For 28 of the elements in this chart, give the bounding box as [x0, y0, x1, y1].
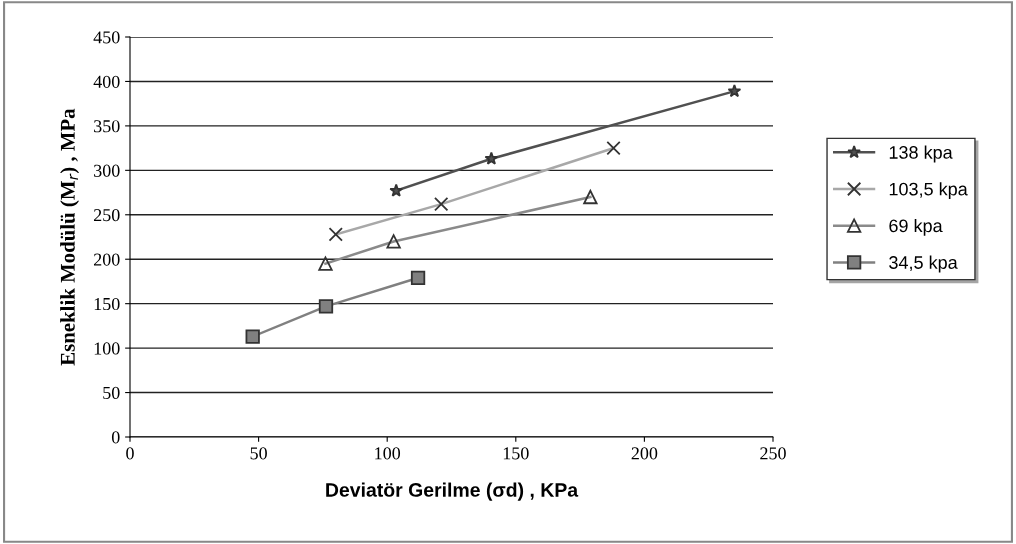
x-tick-label: 100: [375, 447, 401, 460]
y-tick-label: 50: [103, 386, 120, 399]
x-tick-label: 50: [250, 447, 267, 460]
point: [727, 84, 742, 98]
point: [318, 299, 334, 314]
legend-label: 138 kpa: [889, 145, 953, 163]
y-tick-label: 0: [111, 431, 120, 444]
point: [245, 329, 260, 344]
legend-label: 103,5 kpa: [889, 182, 968, 200]
y-tick-label: 400: [93, 75, 120, 88]
y-tick-label: 450: [93, 31, 120, 44]
x-tick-label: 250: [760, 447, 786, 460]
point: [410, 270, 426, 286]
point: [389, 183, 404, 197]
point: [484, 151, 499, 165]
x-axis-title: Deviatör Gerilme (σd) , KPa: [326, 482, 579, 501]
y-tick-label: 350: [94, 120, 120, 133]
x-tick-label: 200: [631, 447, 658, 460]
y-tick-label: 150: [94, 297, 120, 311]
y-axis-title: Esneklik Modülü (M$_{r}$) , MPa: [60, 108, 80, 366]
legend-label: 69 kpa: [889, 218, 943, 236]
x-tick-label: 0: [126, 447, 134, 460]
x-tick-label: 150: [503, 447, 529, 460]
y-tick-label: 250: [93, 209, 120, 222]
y-tick-label: 200: [93, 253, 120, 266]
legend-label: 34,5 kpa: [889, 255, 958, 273]
y-tick-label: 100: [94, 342, 120, 355]
y-tick-label: 300: [94, 164, 120, 177]
